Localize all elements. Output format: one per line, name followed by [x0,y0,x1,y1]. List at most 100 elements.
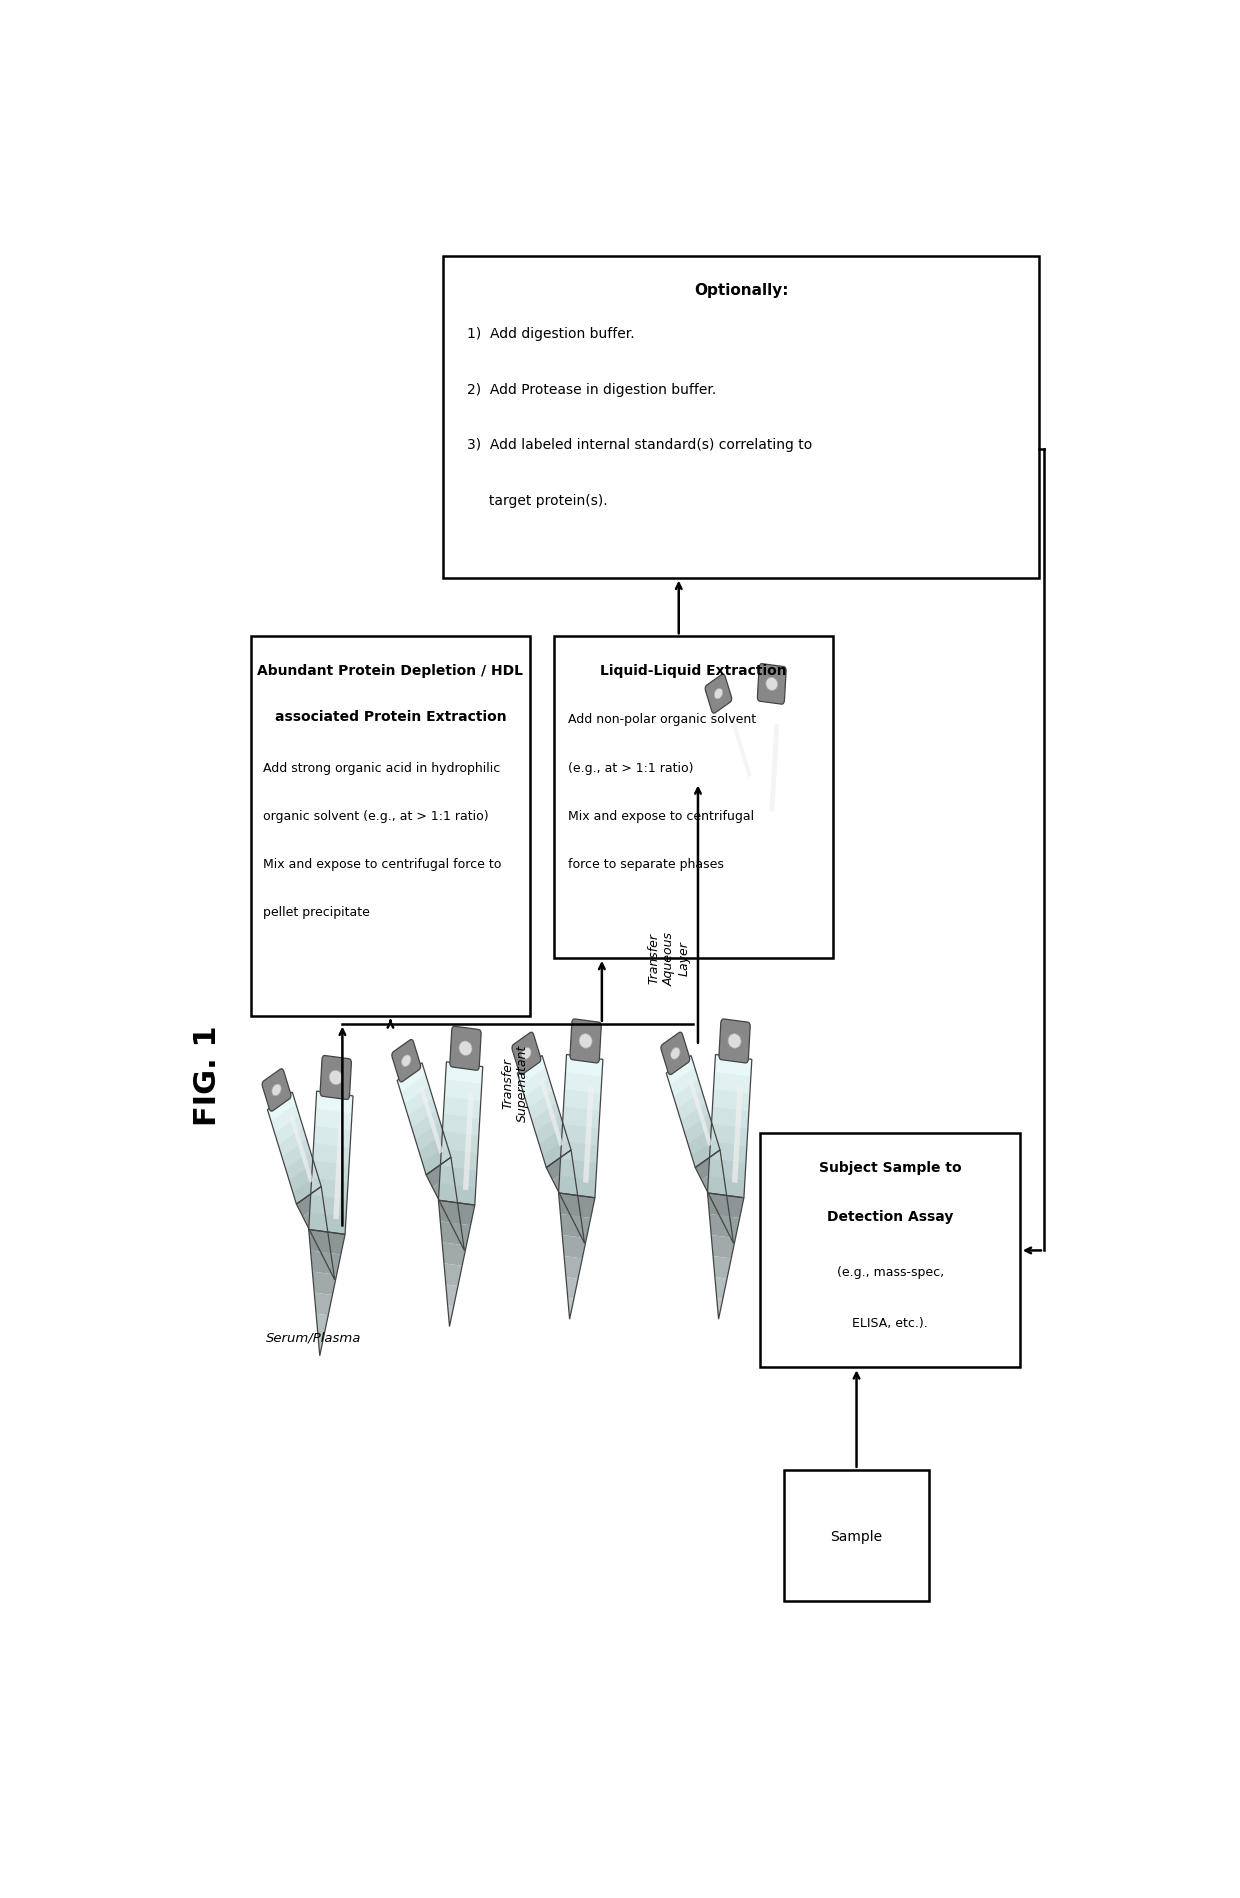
Bar [289,1114,314,1184]
Bar [534,1114,564,1144]
Bar [293,1173,321,1205]
Bar [418,1133,448,1163]
Polygon shape [458,1236,465,1251]
Polygon shape [309,1230,345,1255]
Ellipse shape [766,678,777,691]
Polygon shape [303,1203,326,1230]
Bar [717,716,743,744]
Bar [785,1469,929,1602]
Bar [311,1177,348,1200]
Bar [748,790,782,810]
Bar [316,1089,353,1114]
Bar [558,1175,596,1198]
Bar [691,1137,720,1167]
Polygon shape [564,1256,583,1279]
Text: (e.g., mass-spec,: (e.g., mass-spec, [837,1266,944,1279]
Polygon shape [443,1243,466,1266]
Ellipse shape [272,1084,281,1097]
Ellipse shape [330,1070,342,1086]
Bar [440,1146,477,1171]
Bar [754,695,787,717]
Bar [532,1103,560,1133]
Bar [521,1067,549,1097]
Polygon shape [749,841,776,862]
Bar [441,1129,479,1154]
FancyBboxPatch shape [512,1033,541,1074]
Bar [748,805,781,826]
Text: Subject Sample to: Subject Sample to [818,1160,961,1175]
Bar [681,1103,709,1133]
Ellipse shape [402,1055,410,1067]
Polygon shape [445,1203,460,1226]
Bar [727,748,753,776]
Polygon shape [572,1213,583,1232]
FancyBboxPatch shape [450,1027,481,1070]
Bar [309,1091,353,1236]
Polygon shape [553,1165,575,1194]
Text: Mix and expose to centrifugal force to: Mix and expose to centrifugal force to [263,858,501,871]
Polygon shape [565,1198,580,1219]
Text: Sample: Sample [831,1528,883,1543]
Ellipse shape [728,1034,742,1050]
Text: Serum/Plasma: Serum/Plasma [265,1330,361,1344]
Bar [422,1144,451,1175]
Bar [708,1055,751,1198]
Bar [677,1089,706,1120]
Bar [401,1074,429,1105]
Bar [542,1137,572,1167]
Bar [749,772,782,795]
Bar [583,1086,594,1182]
Ellipse shape [671,1048,680,1059]
Polygon shape [712,1236,735,1258]
Polygon shape [748,809,765,831]
Polygon shape [750,860,773,881]
Polygon shape [439,1201,475,1226]
Bar [769,725,779,812]
Bar [315,1107,352,1131]
Bar [334,1122,345,1220]
Bar [274,1114,303,1146]
Polygon shape [448,1306,454,1327]
Bar [750,757,784,778]
Polygon shape [562,1236,587,1258]
Polygon shape [312,1272,336,1294]
Bar [267,1091,296,1122]
Polygon shape [708,1181,727,1205]
Bar [751,742,785,763]
Bar [558,1055,603,1198]
Bar [439,1063,482,1205]
Polygon shape [702,1165,724,1194]
Polygon shape [559,1181,578,1205]
Text: Optionally:: Optionally: [694,283,789,298]
Bar [563,1105,600,1129]
Bar [408,1097,436,1127]
Polygon shape [696,1150,722,1181]
Bar [439,1182,476,1205]
FancyBboxPatch shape [706,674,732,714]
Bar [281,1139,310,1169]
Bar [310,1194,347,1217]
Polygon shape [310,1251,341,1275]
Polygon shape [717,1298,723,1319]
Bar [666,1055,694,1086]
Bar [554,638,832,958]
Bar [397,1063,425,1093]
Bar [713,1070,751,1095]
Bar [525,1078,553,1108]
Bar [753,712,786,733]
Bar [732,1086,743,1182]
Polygon shape [753,879,769,898]
Bar [311,1160,350,1182]
Polygon shape [440,1222,471,1245]
Bar [285,1150,314,1181]
Text: ELISA, etc.).: ELISA, etc.). [852,1317,928,1329]
Bar [666,1055,720,1167]
Text: (e.g., at > 1:1 ratio): (e.g., at > 1:1 ratio) [568,761,693,774]
FancyBboxPatch shape [570,1019,601,1063]
Bar [719,727,745,755]
Polygon shape [314,1293,332,1315]
Bar [733,769,759,797]
Polygon shape [547,1150,573,1181]
Bar [517,1055,572,1167]
Polygon shape [714,1198,729,1219]
